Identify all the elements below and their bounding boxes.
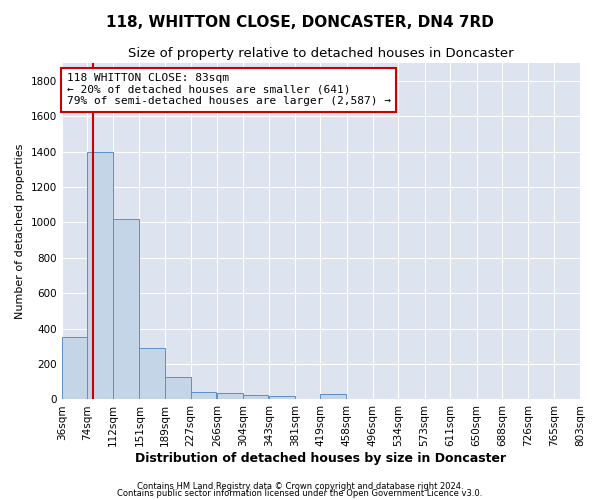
Y-axis label: Number of detached properties: Number of detached properties [15, 144, 25, 319]
X-axis label: Distribution of detached houses by size in Doncaster: Distribution of detached houses by size … [135, 452, 506, 465]
Bar [88, 152, 113, 400]
Bar [191, 392, 217, 400]
Bar [165, 378, 191, 400]
Title: Size of property relative to detached houses in Doncaster: Size of property relative to detached ho… [128, 48, 514, 60]
Bar [139, 348, 165, 400]
Bar [113, 219, 139, 400]
Text: Contains public sector information licensed under the Open Government Licence v3: Contains public sector information licen… [118, 488, 482, 498]
Bar [217, 393, 243, 400]
Text: Contains HM Land Registry data © Crown copyright and database right 2024.: Contains HM Land Registry data © Crown c… [137, 482, 463, 491]
Bar [62, 338, 88, 400]
Bar [269, 396, 295, 400]
Bar [243, 395, 268, 400]
Text: 118, WHITTON CLOSE, DONCASTER, DN4 7RD: 118, WHITTON CLOSE, DONCASTER, DN4 7RD [106, 15, 494, 30]
Bar [320, 394, 346, 400]
Text: 118 WHITTON CLOSE: 83sqm
← 20% of detached houses are smaller (641)
79% of semi-: 118 WHITTON CLOSE: 83sqm ← 20% of detach… [67, 73, 391, 106]
